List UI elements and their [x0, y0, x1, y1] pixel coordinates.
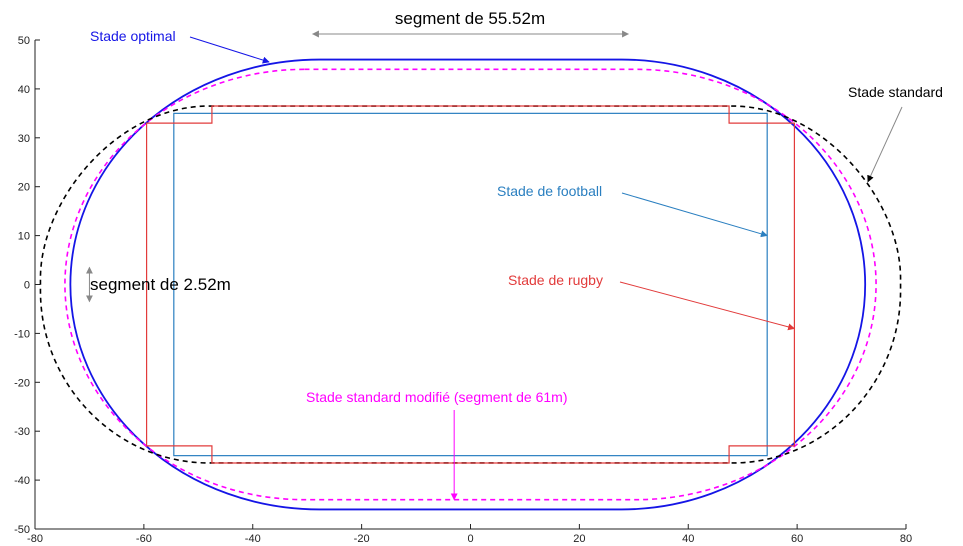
annotation-stade-optimal: Stade optimal [90, 28, 176, 44]
annotation-segment-top: segment de 55.52m [395, 9, 545, 28]
x-tick-label: 20 [573, 533, 585, 545]
axes: -80 -60 -40 -20 0 20 40 60 80 -50 -40 -30 -20 -10 0 10 2… [14, 35, 912, 545]
arrow-stade-optimal [189, 36, 270, 64]
x-tick-label: -60 [136, 533, 152, 545]
y-tick-label: 30 [18, 133, 30, 145]
annotation-stade-standard: Stade standard [848, 84, 943, 100]
series-layer [39, 58, 902, 511]
arrow-stade-standard [867, 106, 903, 183]
annotation-stade-rugby: Stade de rugby [508, 272, 603, 288]
annotation-segment-side: segment de 2.52m [90, 275, 231, 294]
x-tick-label: 80 [900, 533, 912, 545]
y-tick-label: -10 [14, 328, 30, 340]
arrow-stade-football [621, 192, 768, 238]
y-tick-label: 20 [18, 182, 30, 194]
x-tick-label: -40 [245, 533, 261, 545]
annotation-stade-football: Stade de football [497, 183, 602, 199]
x-tick-label: 0 [467, 533, 473, 545]
y-tick-label: 0 [24, 280, 30, 292]
y-tick-label: 50 [18, 35, 30, 47]
arrow-stade-rugby [619, 281, 796, 331]
x-tick-label: 60 [791, 533, 803, 545]
series-stade-standard-modifi-segment-de-61m [64, 68, 877, 501]
series-stade-de-football [173, 112, 768, 457]
x-tick-label: -80 [27, 533, 43, 545]
y-tick-label: 10 [18, 231, 30, 243]
annotation-stade-standard-modifie: Stade standard modifié (segment de 61m) [306, 389, 567, 405]
y-tick-label: -30 [14, 426, 30, 438]
x-tick-label: 40 [682, 533, 694, 545]
y-tick-label: -20 [14, 377, 30, 389]
x-tick-label: -20 [354, 533, 370, 545]
annotation-layer: segment de 55.52m segment de 2.52m Stade o… [85, 9, 943, 501]
series-stade-standard [39, 105, 902, 464]
series-stade-de-rugby [145, 105, 796, 464]
y-tick-label: 40 [18, 84, 30, 96]
y-tick-label: -50 [14, 524, 30, 536]
y-tick-label: -40 [14, 475, 30, 487]
series-stade-optimal [69, 58, 866, 511]
